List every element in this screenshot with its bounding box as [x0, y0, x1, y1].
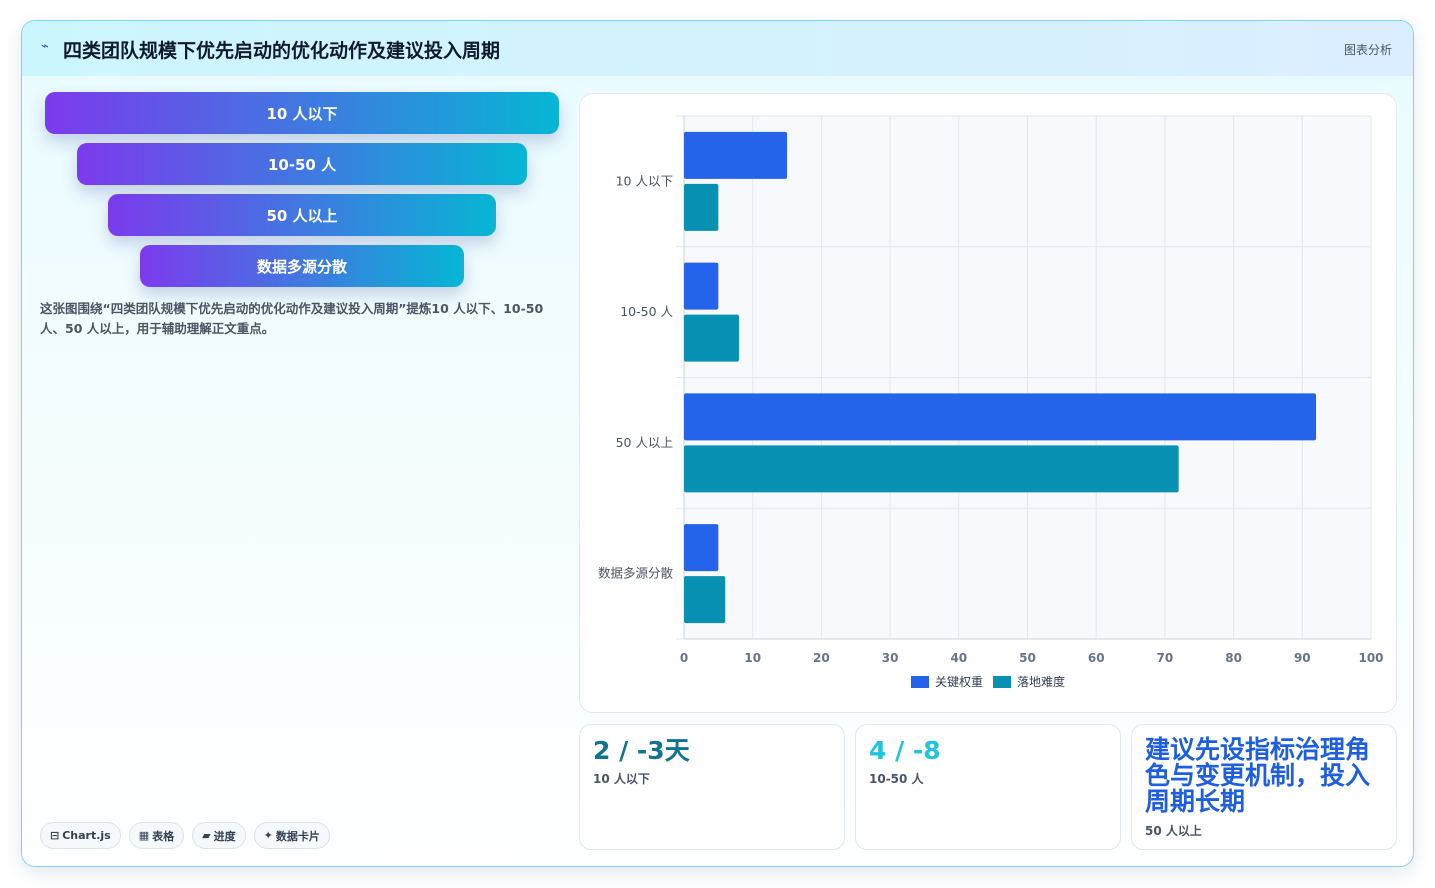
y-tick-label: 10-50 人	[620, 304, 673, 319]
page-title: 四类团队规模下优先启动的优化动作及建议投入周期	[63, 40, 501, 62]
x-tick-label: 20	[813, 651, 830, 665]
bar	[684, 524, 719, 572]
chart-description: 这张图围绕“四类团队规模下优先启动的优化动作及建议投入周期”提炼10 人以下、1…	[40, 301, 544, 336]
funnel-step-2: 10-50 人	[77, 143, 527, 185]
bar	[684, 314, 739, 362]
x-tick-label: 70	[1157, 651, 1174, 665]
bar	[684, 262, 719, 310]
stat-value: 建议先设指标治理角色与变更机制，投入周期长期	[1145, 735, 1371, 816]
legend-swatch	[911, 676, 929, 688]
tag-label: 数据卡片	[275, 829, 320, 843]
stat-label: 50 人以上	[1145, 824, 1202, 838]
card-header: ⌁ 四类团队规模下优先启动的优化动作及建议投入周期 图表分析	[22, 21, 1413, 76]
x-tick-label: 30	[882, 651, 899, 665]
bar	[684, 445, 1179, 493]
bar	[684, 131, 788, 179]
tag-label: 表格	[152, 829, 175, 843]
y-tick-label: 50 人以上	[616, 435, 673, 450]
trend-icon: ⌁	[41, 39, 49, 54]
chart-icon: ⊟	[50, 829, 60, 842]
tag-data-card[interactable]: ✦ 数据卡片	[253, 822, 330, 849]
x-tick-label: 50	[1019, 651, 1036, 665]
stat-value: 4 / -8	[869, 736, 941, 765]
funnel-step-4: 数据多源分散	[140, 245, 464, 287]
stat-value: 2 / -3天	[593, 736, 690, 765]
legend-label: 关键权重	[935, 675, 983, 689]
x-tick-label: 100	[1358, 651, 1383, 665]
stat-label: 10-50 人	[869, 772, 924, 786]
table-icon: ▦	[138, 829, 150, 842]
chart-panel: 0 10 20 30 40 50 60 70 80 90 100 10 人以下 10-50 人 50 人以…	[579, 93, 1397, 713]
stat-card-3: 建议先设指标治理角色与变更机制，投入周期长期 50 人以上	[1131, 724, 1397, 850]
bar	[684, 576, 726, 624]
chart-analysis-badge: 图表分析	[1343, 43, 1392, 57]
tag-table[interactable]: ▦ 表格	[128, 822, 185, 849]
stat-card-2: 4 / -8 10-50 人	[855, 724, 1121, 850]
y-tick-label: 10 人以下	[616, 173, 673, 188]
tag-label: Chart.js	[62, 829, 111, 842]
stat-card-1: 2 / -3天 10 人以下	[579, 724, 845, 850]
sparkle-icon: ✦	[263, 829, 273, 842]
bar	[684, 183, 719, 231]
x-tick-label: 80	[1225, 651, 1242, 665]
tag-chartjs[interactable]: ⊟ Chart.js	[40, 822, 121, 849]
bar	[684, 393, 1317, 441]
stat-label: 10 人以下	[593, 772, 650, 786]
x-tick-label: 0	[680, 651, 688, 665]
y-tick-label: 数据多源分散	[598, 566, 674, 581]
x-tick-label: 60	[1088, 651, 1105, 665]
tag-progress[interactable]: ▰ 进度	[192, 822, 246, 849]
legend-swatch	[993, 676, 1011, 688]
legend-label: 落地难度	[1017, 674, 1065, 689]
x-tick-label: 90	[1294, 651, 1311, 665]
progress-icon: ▰	[202, 829, 211, 842]
analysis-card: ⌁ 四类团队规模下优先启动的优化动作及建议投入周期 图表分析 10 人以下 10…	[21, 20, 1414, 867]
bar-chart: 0 10 20 30 40 50 60 70 80 90 100 10 人以下 10-50 人 50 人以…	[598, 115, 1384, 689]
tag-list: ⊟ Chart.js ▦ 表格 ▰ 进度 ✦ 数据卡片	[40, 822, 330, 849]
x-tick-label: 40	[950, 651, 967, 665]
tag-label: 进度	[213, 829, 236, 843]
x-tick-label: 10	[744, 651, 761, 665]
funnel-step-3: 50 人以上	[108, 194, 496, 236]
funnel-step-1: 10 人以下	[45, 92, 559, 134]
